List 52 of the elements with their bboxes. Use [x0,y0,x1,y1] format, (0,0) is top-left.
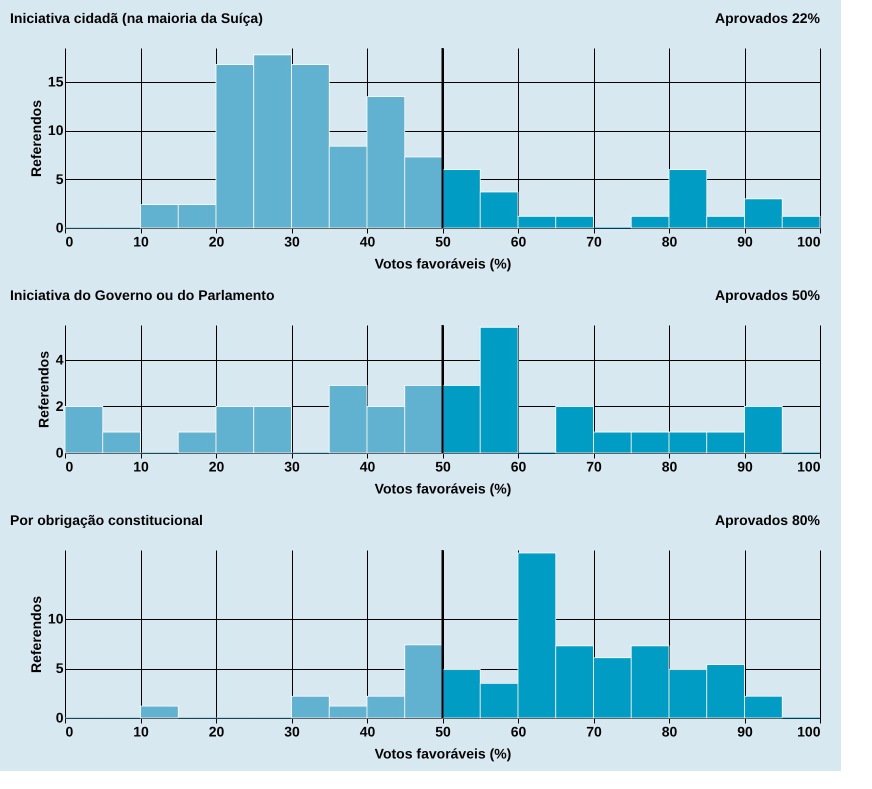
y-tick-label: 10 [48,122,64,138]
x-tick-label: 70 [586,458,602,474]
y-axis-title: Referendos [36,350,52,428]
y-tick-label: 0 [56,220,64,236]
x-tick-label: 10 [133,234,149,250]
x-tick-label: 80 [662,458,678,474]
x-tick-label: 20 [208,234,224,250]
x-tick-label: 70 [586,724,602,740]
x-tick-label: 50 [435,458,451,474]
x-tick-label: 80 [662,234,678,250]
x-tick-label: 40 [360,724,376,740]
x-tick-label: 20 [208,724,224,740]
y-tick-label: 10 [48,610,64,627]
x-tick-label: 60 [510,234,526,250]
x-tick-label: 60 [510,458,526,474]
y-tick-label: 5 [56,660,64,676]
x-axis-title: Votos favoráveis (%) [374,480,512,496]
y-tick-label: 4 [56,351,64,368]
x-tick-label: 100 [797,724,821,740]
x-tick-label: 90 [737,458,753,474]
text: Aprovados 22% [714,10,821,26]
y-axis-title: Referendos [28,596,44,674]
y-tick-label: 0 [56,444,64,460]
x-tick-label: 50 [435,724,451,740]
y-tick-label: 5 [56,170,64,187]
x-tick-label: 100 [797,458,821,474]
chart-title: Iniciativa cidadã (na maioria da Suíça) [10,10,263,26]
x-tick-label: 70 [586,234,602,250]
y-axis-title: Referendos [28,100,44,178]
x-tick-label: 40 [360,234,376,250]
x-axis-title: Votos favoráveis (%) [374,256,512,272]
text: Aprovados 80% [714,512,821,528]
y-tick-label: 0 [56,710,64,726]
x-tick-label: 40 [360,458,376,474]
x-tick-label: 30 [284,234,300,250]
y-tick-label: 2 [56,398,64,414]
chart-title: Por obrigação constitucional [10,512,203,528]
x-tick-label: 50 [435,234,451,250]
x-tick-label: 80 [662,724,678,740]
x-tick-label: 60 [510,724,526,740]
x-tick-label: 30 [284,458,300,474]
x-tick-label: 10 [133,458,149,474]
chart-title: Iniciativa do Governo ou do Parlamento [10,287,274,303]
y-tick-label: 15 [48,74,64,90]
x-axis-title: Votos favoráveis (%) [374,746,512,762]
x-tick-label: 10 [133,724,149,740]
x-tick-label: 30 [284,724,300,740]
x-tick-label: 90 [737,724,753,740]
x-tick-label: 90 [737,234,753,250]
x-tick-label: 100 [797,234,821,250]
x-tick-label: 20 [208,458,224,474]
text: Aprovados 50% [714,287,821,303]
